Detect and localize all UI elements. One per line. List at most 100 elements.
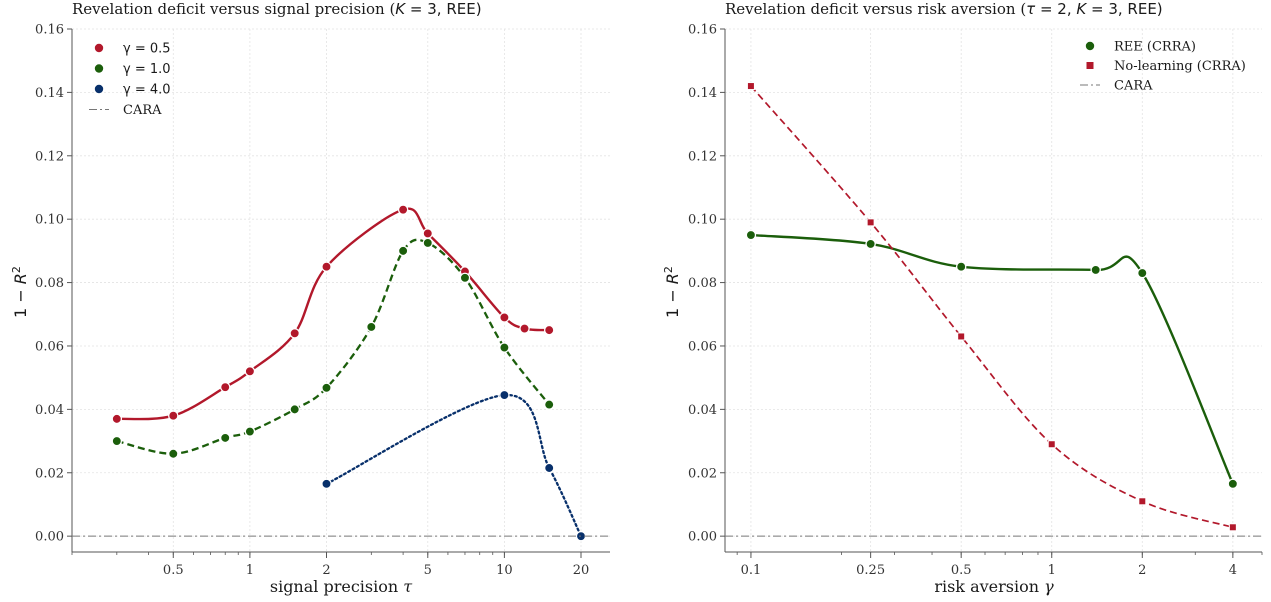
l-series-2-point xyxy=(543,462,555,474)
l-series-0-point xyxy=(519,323,530,334)
panel-right-title: Revelation deficit versus risk aversion … xyxy=(725,0,1163,18)
r-series-1-point xyxy=(1228,523,1237,532)
r-series-1-point xyxy=(1047,440,1056,449)
l-series-0-point xyxy=(543,324,555,336)
l-series-0-point xyxy=(168,410,179,421)
l-series-1-point xyxy=(168,448,179,459)
right-series xyxy=(725,82,1262,537)
right-grid xyxy=(725,28,1262,552)
r-y-tick-label: 0.12 xyxy=(688,149,717,164)
r-series-0-point xyxy=(745,229,757,241)
l-series-1-point xyxy=(459,272,471,284)
r-y-tick-label: 0.16 xyxy=(688,23,717,38)
l-legend-0-swatch xyxy=(94,43,104,53)
l-series-0-point xyxy=(289,328,300,339)
r-series-1-point xyxy=(957,332,966,341)
l-series-0-point xyxy=(397,204,409,215)
r-x-tick-label: 1 xyxy=(1048,563,1056,578)
r-series-0-point xyxy=(1090,264,1101,276)
r-legend-2-label: CARA xyxy=(1114,79,1153,94)
r-legend-0-swatch xyxy=(1085,41,1095,51)
r-x-tick-label: 0.1 xyxy=(741,563,762,578)
l-legend-1-swatch xyxy=(94,64,104,73)
l-y-tick-label: 0.12 xyxy=(35,149,64,164)
l-series-0-point xyxy=(219,381,231,393)
l-x-tick-label: 1 xyxy=(246,563,254,578)
panel-right: Revelation deficit versus risk aversion … xyxy=(662,0,1263,596)
panel-right-title-b: = 2, xyxy=(1035,0,1076,18)
r-y-tick-label: 0.04 xyxy=(688,403,717,418)
panel-right-title-c: = 3, REE) xyxy=(1086,0,1162,18)
panel-left-title-a: Revelation deficit versus signal precisi… xyxy=(72,0,395,18)
panel-right-title-tau: τ xyxy=(1026,0,1036,18)
r-series-0-point xyxy=(1227,478,1239,490)
right-y-axis-label: 1 − R2 xyxy=(662,266,683,318)
r-x-tick-label: 2 xyxy=(1138,563,1146,578)
r-series-0-point xyxy=(955,261,967,272)
left-axes: 0.00 0.02 0.04 0.06 0.08 0.10 0.12 0.14 0.16 0.5 1… xyxy=(35,23,610,578)
l-series-1-point xyxy=(499,342,510,353)
panel-left-title-k: K xyxy=(395,0,406,18)
r-y-tick-label: 0.00 xyxy=(688,530,717,545)
l-x-tick-label: 2 xyxy=(322,563,330,578)
l-x-tick-label: 10 xyxy=(496,563,513,578)
panel-left-title: Revelation deficit versus signal precisi… xyxy=(72,0,482,18)
panel-left-title-b: = 3, REE) xyxy=(405,0,481,18)
l-series-1-point xyxy=(321,382,332,394)
left-y-axis-label: 1 − R2 xyxy=(10,266,31,318)
l-x-tick-label: 5 xyxy=(424,563,432,578)
r-y-tick-label: 0.10 xyxy=(688,213,717,228)
l-series-1-point xyxy=(543,399,555,410)
l-series-2-line xyxy=(325,393,583,538)
l-y-tick-label: 0.04 xyxy=(35,403,64,418)
r-series-0-point xyxy=(1137,267,1148,279)
r-y-tick-label: 0.08 xyxy=(688,276,717,291)
right-x-axis-symbol: γ xyxy=(1044,577,1054,596)
r-y-tick-label: 0.06 xyxy=(688,339,717,354)
right-y-axis-sup: 2 xyxy=(662,266,675,273)
l-legend-3-label: CARA xyxy=(123,103,162,118)
l-series-0-point xyxy=(111,413,123,425)
r-y-tick-label: 0.14 xyxy=(688,86,717,101)
r-y-tick-label: 0.02 xyxy=(688,466,717,481)
l-series-1-point xyxy=(397,245,409,257)
left-x-axis-label: signal precision τ xyxy=(270,577,413,596)
r-series-1-point xyxy=(1138,497,1147,506)
l-y-tick-label: 0.10 xyxy=(35,213,64,228)
left-series xyxy=(72,204,610,542)
l-series-1-point xyxy=(422,237,434,249)
right-axes: 0.00 0.02 0.04 0.06 0.08 0.10 0.12 0.14 0.16 0.1 0… xyxy=(688,23,1263,578)
l-series-2-point xyxy=(499,389,510,401)
l-legend-0-label: γ = 0.5 xyxy=(123,42,171,57)
r-series-1-point xyxy=(746,82,755,91)
l-series-1-point xyxy=(366,321,377,333)
l-y-tick-label: 0.00 xyxy=(35,530,64,545)
r-series-0-point xyxy=(865,238,876,250)
l-x-tick-label: 20 xyxy=(573,563,590,578)
panel-right-title-k: K xyxy=(1076,0,1087,18)
panel-left: Revelation deficit versus signal precisi… xyxy=(10,0,610,596)
l-series-1-point xyxy=(289,404,300,415)
right-x-axis-label: risk aversion γ xyxy=(934,577,1054,596)
l-series-1-line xyxy=(116,238,551,455)
r-x-tick-label: 0.25 xyxy=(856,563,885,578)
l-series-2-point xyxy=(321,478,332,490)
l-y-tick-label: 0.02 xyxy=(35,466,64,481)
r-series-1-point xyxy=(866,218,875,227)
l-series-0-point xyxy=(422,228,434,239)
l-y-tick-label: 0.14 xyxy=(35,86,64,101)
l-x-tick-label: 0.5 xyxy=(163,563,184,578)
right-legend: REE (CRRA) No-learning (CRRA) CARA xyxy=(1080,40,1246,94)
l-y-tick-label: 0.08 xyxy=(35,276,64,291)
r-legend-0-label: REE (CRRA) xyxy=(1114,40,1196,55)
left-legend: γ = 0.5 γ = 1.0 γ = 4.0 CARA xyxy=(89,42,171,118)
r-x-tick-label: 4 xyxy=(1229,563,1237,578)
l-series-1-point xyxy=(244,426,256,437)
r-x-tick-label: 0.5 xyxy=(951,563,972,578)
l-y-tick-label: 0.06 xyxy=(35,339,64,354)
l-y-tick-label: 0.16 xyxy=(35,23,64,38)
right-y-axis-r: R xyxy=(663,273,682,284)
l-legend-2-swatch xyxy=(94,84,104,94)
r-legend-1-label: No-learning (CRRA) xyxy=(1114,59,1246,74)
